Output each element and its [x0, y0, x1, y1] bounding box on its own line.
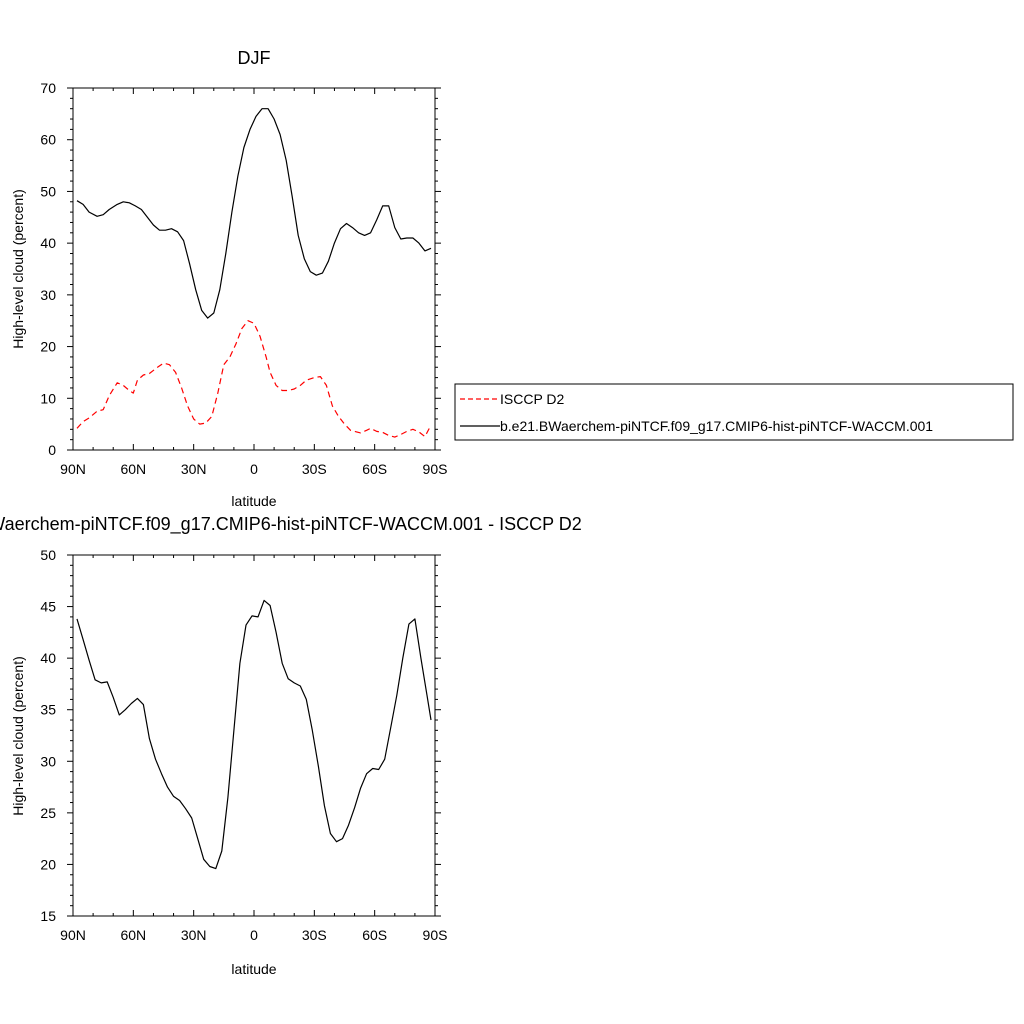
x-tick-label: 60N: [120, 927, 146, 943]
y-tick-label: 50: [40, 183, 56, 199]
y-tick-label: 10: [40, 390, 56, 406]
x-tick-label: 30S: [302, 927, 327, 943]
bottom-chart-plot-frame: [72, 554, 436, 917]
y-tick-label: 15: [40, 908, 56, 924]
top-chart: DJF 90N 60N 30N 0 30S 60S 90S 0 10 20 30 40 50 60 70 l…: [10, 48, 1014, 509]
y-tick-label: 30: [40, 287, 56, 303]
top-chart-title: DJF: [238, 48, 271, 68]
y-tick-label: 45: [40, 599, 56, 615]
x-tick-label: 90S: [423, 927, 448, 943]
y-tick-label: 40: [40, 235, 56, 251]
y-tick-label: 70: [40, 80, 56, 96]
y-tick-label: 35: [40, 702, 56, 718]
bottom-chart-ylabel: High-level cloud (percent): [10, 656, 26, 816]
x-tick-label: 90S: [423, 461, 448, 477]
x-tick-label: 30N: [181, 461, 207, 477]
bottom-chart-xlabel: latitude: [231, 961, 276, 977]
top-series-line-0: [76, 320, 432, 438]
top-chart-ylabel: High-level cloud (percent): [10, 189, 26, 349]
x-tick-label: 0: [250, 927, 258, 943]
y-tick-label: 40: [40, 650, 56, 666]
y-tick-label: 0: [48, 442, 56, 458]
x-tick-label: 60N: [120, 461, 146, 477]
legend-label-model: b.e21.BWaerchem-piNTCF.f09_g17.CMIP6-his…: [500, 418, 933, 434]
bottom-series-line-0: [76, 599, 432, 870]
top-chart-plot-frame: [72, 87, 436, 451]
top-chart-xlabel: latitude: [231, 493, 276, 509]
bottom-chart: b.e21.BWaerchem-piNTCF.f09_g17.CMIP6-his…: [0, 514, 582, 977]
legend-box: [454, 383, 1014, 441]
legend-label-isccp: ISCCP D2: [500, 391, 565, 407]
y-tick-label: 30: [40, 753, 56, 769]
x-tick-label: 90N: [60, 927, 86, 943]
bottom-chart-series: [76, 599, 432, 870]
x-tick-label: 0: [250, 461, 258, 477]
y-tick-label: 20: [40, 856, 56, 872]
x-tick-label: 60S: [362, 927, 387, 943]
top-chart-ticks: 90N 60N 30N 0 30S 60S 90S 0 10 20 30 40 50 60 70: [40, 80, 447, 477]
x-tick-label: 30N: [181, 927, 207, 943]
y-tick-label: 20: [40, 339, 56, 355]
legend: ISCCP D2 b.e21.BWaerchem-piNTCF.f09_g17.…: [454, 383, 1014, 441]
bottom-chart-ticks: 90N 60N 30N 0 30S 60S 90S 15 20 25 30 35 40 45 50: [40, 547, 447, 943]
bottom-chart-title: b.e21.BWaerchem-piNTCF.f09_g17.CMIP6-his…: [0, 514, 582, 535]
x-tick-label: 30S: [302, 461, 327, 477]
top-chart-series: [76, 108, 432, 438]
x-tick-label: 60S: [362, 461, 387, 477]
y-tick-label: 50: [40, 547, 56, 563]
x-tick-label: 90N: [60, 461, 86, 477]
y-tick-label: 60: [40, 132, 56, 148]
y-tick-label: 25: [40, 805, 56, 821]
top-series-line-1: [76, 108, 432, 319]
